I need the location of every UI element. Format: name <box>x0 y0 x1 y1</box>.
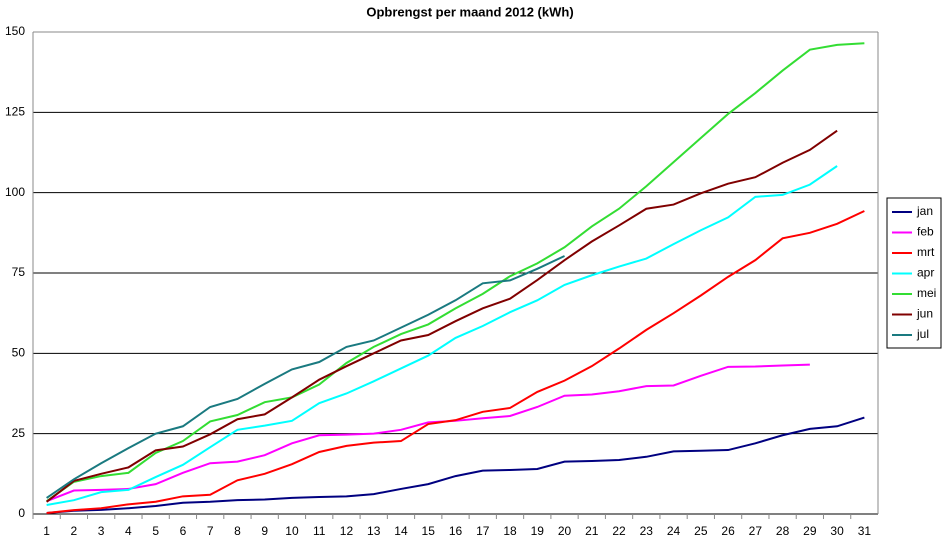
series-line <box>46 42 865 502</box>
x-tick-label: 5 <box>152 524 159 538</box>
y-tick-label: 100 <box>5 185 25 199</box>
series-line <box>46 416 865 515</box>
x-tick-label: 3 <box>98 524 105 538</box>
legend-label: apr <box>917 266 934 280</box>
legend-label: mrt <box>917 245 935 259</box>
x-tick-label: 30 <box>830 524 844 538</box>
x-tick-label: 8 <box>234 524 241 538</box>
chart-title: Opbrengst per maand 2012 (kWh) <box>366 4 573 19</box>
x-tick-label: 27 <box>749 524 763 538</box>
series-line <box>46 255 565 499</box>
x-tick-label: 22 <box>612 524 626 538</box>
x-tick-label: 16 <box>449 524 463 538</box>
x-tick-label: 9 <box>261 524 268 538</box>
y-tick-label: 150 <box>5 24 25 38</box>
x-tick-label: 31 <box>858 524 872 538</box>
x-tick-label: 14 <box>394 524 408 538</box>
x-tick-label: 11 <box>313 524 326 538</box>
x-tick-label: 4 <box>125 524 132 538</box>
x-tick-label: 19 <box>531 524 545 538</box>
x-tick-label: 2 <box>71 524 78 538</box>
x-tick-label: 10 <box>285 524 299 538</box>
y-tick-label: 125 <box>5 105 25 119</box>
x-tick-label: 25 <box>694 524 708 538</box>
legend-label: mei <box>917 286 936 300</box>
y-tick-label: 0 <box>18 506 25 520</box>
x-tick-label: 15 <box>422 524 436 538</box>
x-tick-label: 20 <box>558 524 572 538</box>
x-tick-label: 13 <box>367 524 381 538</box>
legend-label: jun <box>916 307 933 321</box>
y-tick-label: 75 <box>12 265 26 279</box>
x-tick-label: 18 <box>503 524 517 538</box>
x-tick-label: 28 <box>776 524 790 538</box>
legend-label: jan <box>916 204 933 218</box>
x-tick-label: 23 <box>640 524 654 538</box>
series-line <box>46 363 810 503</box>
series-line <box>46 210 865 515</box>
y-tick-label: 25 <box>12 426 26 440</box>
x-tick-label: 17 <box>476 524 490 538</box>
y-tick-label: 50 <box>12 346 26 360</box>
x-tick-label: 26 <box>721 524 735 538</box>
x-tick-label: 1 <box>43 524 50 538</box>
legend-label: jul <box>916 327 929 341</box>
series-line <box>46 129 838 503</box>
x-tick-label: 29 <box>803 524 817 538</box>
series-line <box>46 165 838 506</box>
x-tick-label: 7 <box>207 524 214 538</box>
x-tick-label: 12 <box>340 524 354 538</box>
x-tick-label: 24 <box>667 524 681 538</box>
legend-label: feb <box>917 225 934 239</box>
x-tick-label: 21 <box>585 524 599 538</box>
x-tick-label: 6 <box>180 524 187 538</box>
